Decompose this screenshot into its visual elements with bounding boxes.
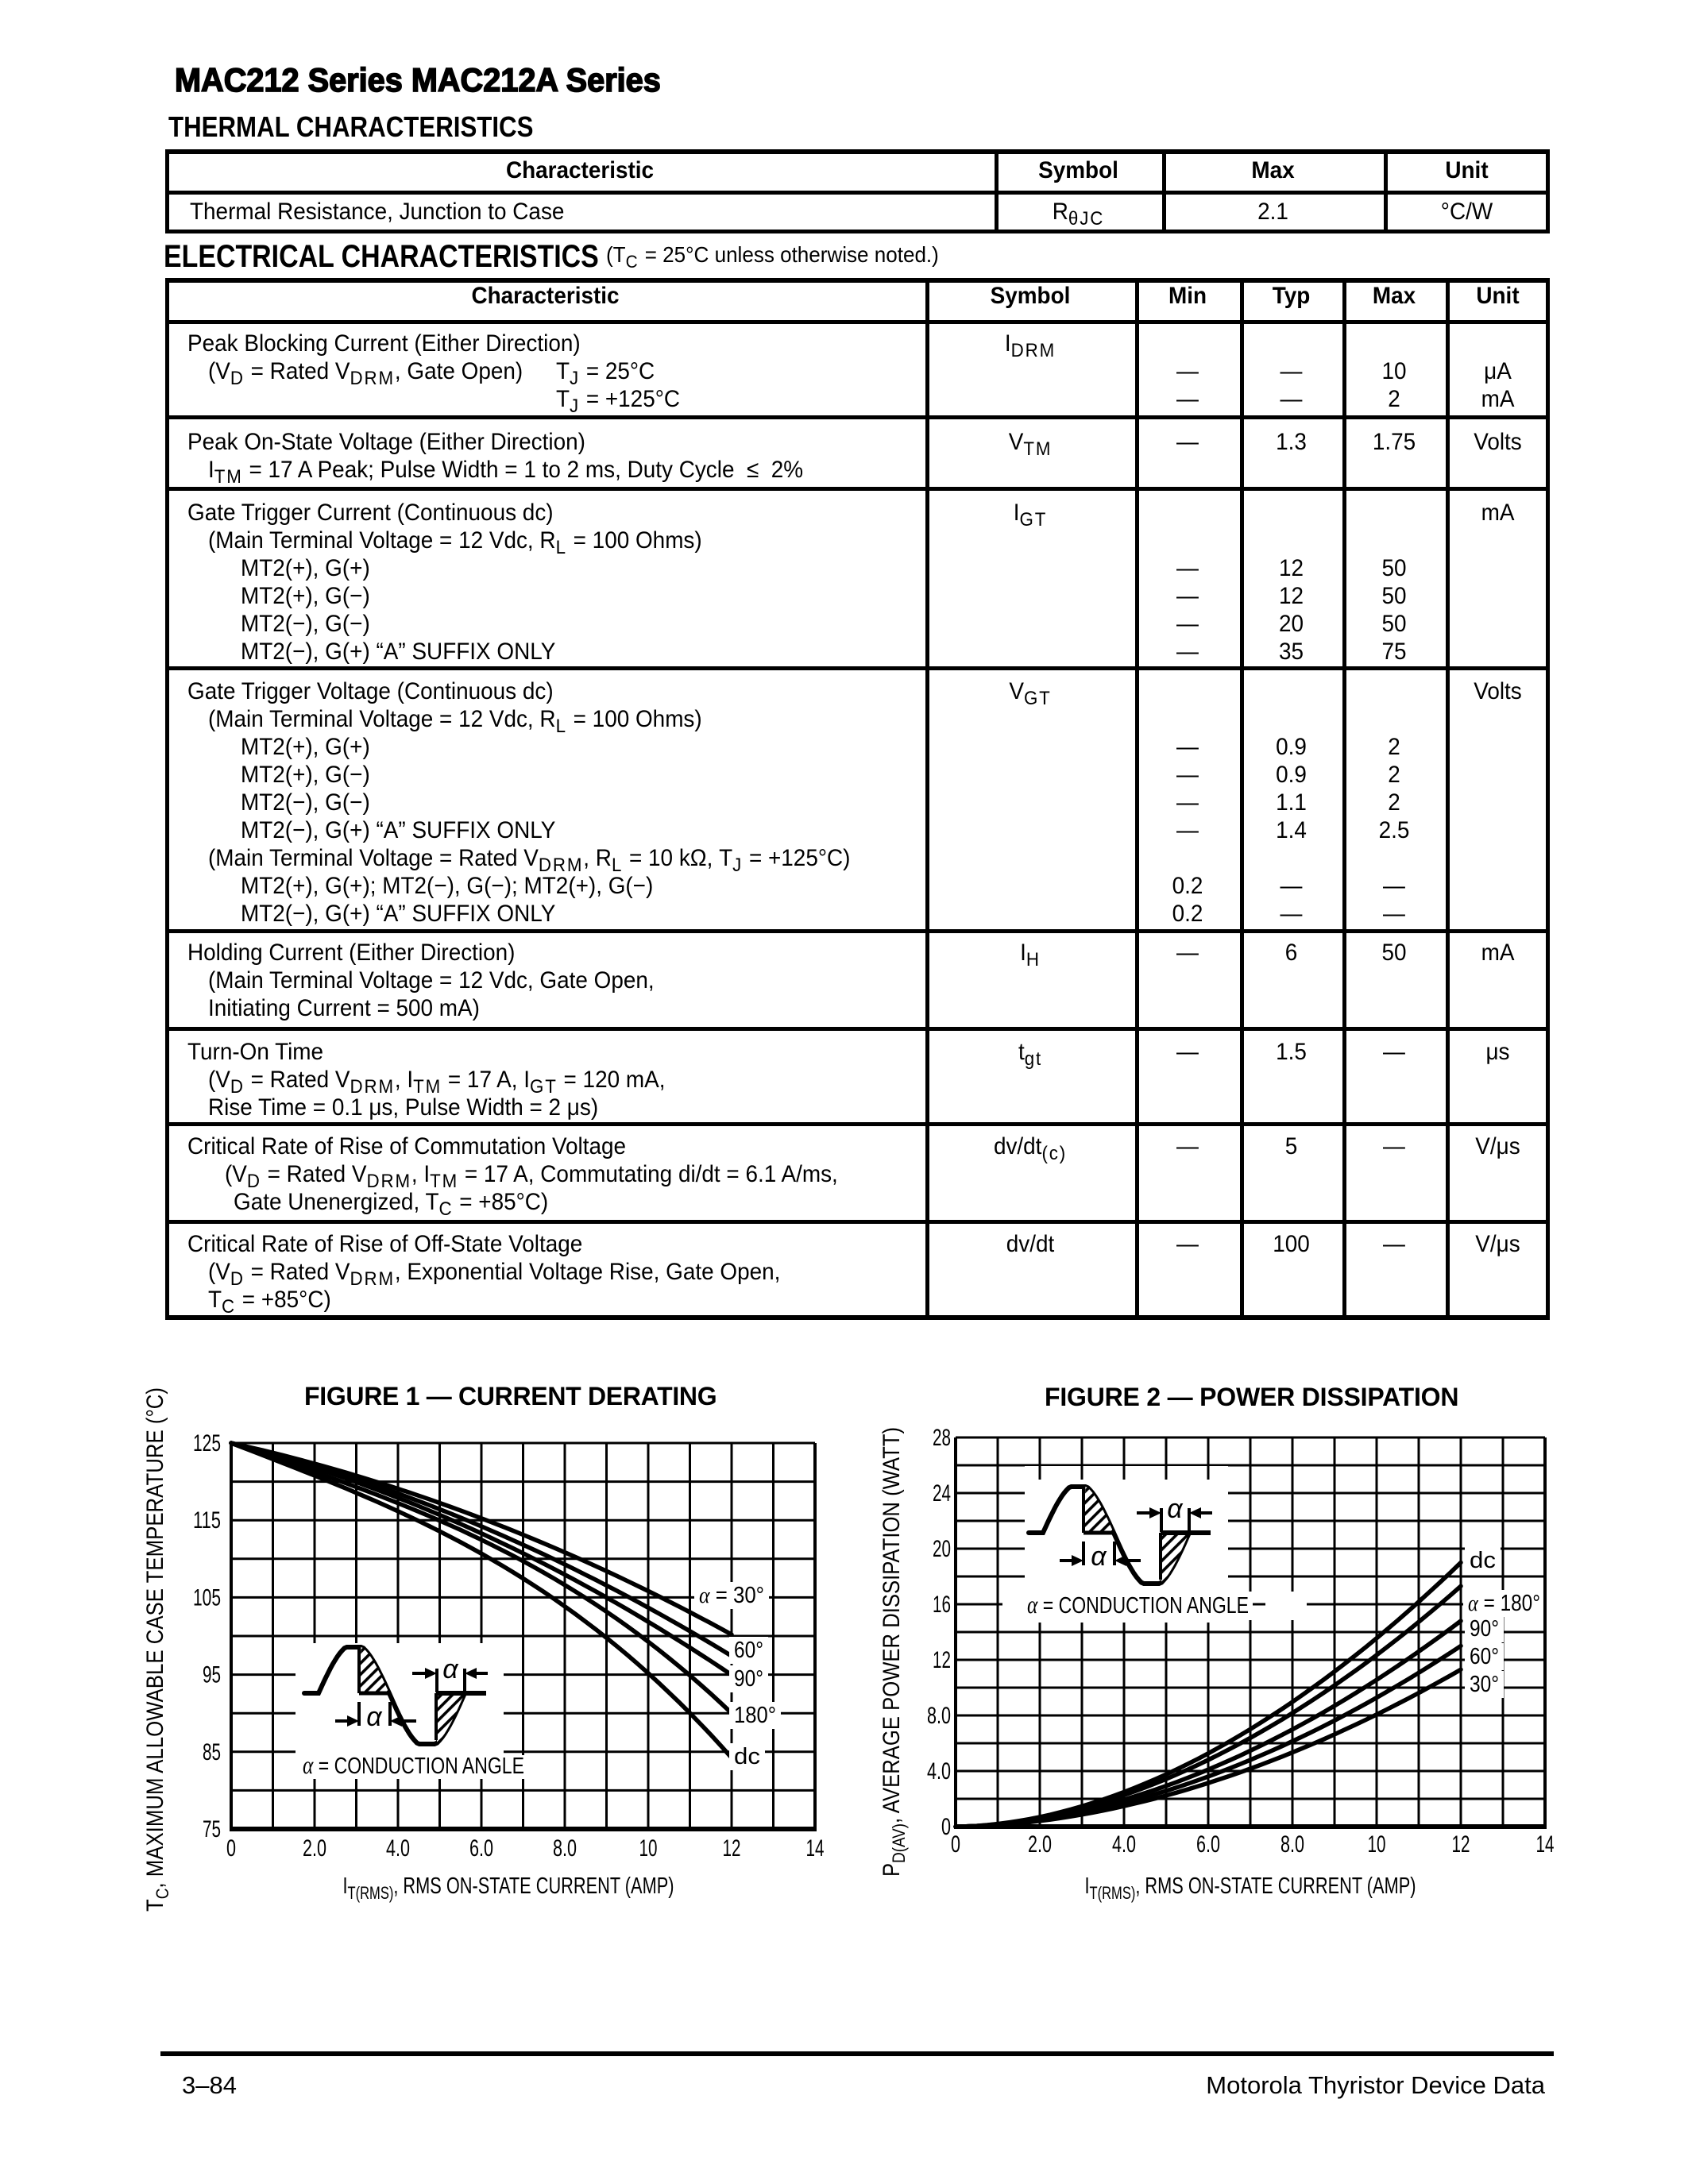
svg-text:6.0: 6.0 xyxy=(469,1835,493,1862)
svg-text:30°: 30° xyxy=(1470,1672,1499,1697)
svg-text:8.0: 8.0 xyxy=(927,1703,951,1729)
svg-text:75: 75 xyxy=(203,1816,221,1843)
svg-text:α: α xyxy=(442,1654,459,1684)
svg-text:180°: 180° xyxy=(734,1703,776,1728)
svg-text:24: 24 xyxy=(933,1480,951,1507)
svg-text:16: 16 xyxy=(933,1592,951,1618)
svg-text:dc: dc xyxy=(1470,1548,1496,1573)
svg-text:TC, MAXIMUM ALLOWABLE CASE TEM: TC, MAXIMUM ALLOWABLE CASE TEMPERATURE (… xyxy=(142,1387,172,1912)
svg-text:12: 12 xyxy=(933,1647,951,1673)
svg-text:125: 125 xyxy=(193,1430,221,1457)
svg-text:4.0: 4.0 xyxy=(386,1835,410,1862)
svg-text:12: 12 xyxy=(1452,1831,1470,1858)
svg-text:8.0: 8.0 xyxy=(1280,1831,1304,1858)
svg-text:28: 28 xyxy=(933,1425,951,1451)
svg-text:dc: dc xyxy=(734,1744,760,1769)
svg-text:14: 14 xyxy=(806,1835,825,1862)
svg-text:60°: 60° xyxy=(734,1638,763,1663)
svg-text:4.0: 4.0 xyxy=(1112,1831,1136,1858)
svg-text:14: 14 xyxy=(1536,1831,1555,1858)
svg-text:20: 20 xyxy=(933,1536,951,1562)
svg-text:0: 0 xyxy=(951,1831,960,1858)
svg-text:α = CONDUCTION ANGLE: α = CONDUCTION ANGLE xyxy=(303,1750,524,1779)
svg-text:105: 105 xyxy=(193,1584,221,1611)
svg-text:PD(AV), AVERAGE POWER DISSIPAT: PD(AV), AVERAGE POWER DISSIPATION (WATT) xyxy=(879,1427,909,1877)
svg-text:90°: 90° xyxy=(734,1666,763,1692)
svg-text:12: 12 xyxy=(723,1835,741,1862)
svg-text:IT(RMS), RMS ON-STATE CURRENT: IT(RMS), RMS ON-STATE CURRENT (AMP) xyxy=(343,1873,674,1903)
svg-text:60°: 60° xyxy=(1470,1644,1499,1669)
svg-text:0: 0 xyxy=(941,1814,951,1840)
svg-text:α = 180°: α = 180° xyxy=(1468,1591,1540,1616)
svg-text:0: 0 xyxy=(226,1835,236,1862)
svg-text:85: 85 xyxy=(203,1739,221,1765)
svg-text:2.0: 2.0 xyxy=(303,1835,326,1862)
svg-text:2.0: 2.0 xyxy=(1028,1831,1052,1858)
svg-text:95: 95 xyxy=(203,1662,221,1688)
svg-text:4.0: 4.0 xyxy=(927,1758,951,1785)
svg-text:6.0: 6.0 xyxy=(1196,1831,1220,1858)
svg-text:α = 30°: α = 30° xyxy=(699,1583,764,1608)
svg-text:8.0: 8.0 xyxy=(553,1835,577,1862)
svg-text:α: α xyxy=(366,1702,383,1732)
svg-text:115: 115 xyxy=(193,1507,221,1534)
svg-text:IT(RMS), RMS ON-STATE CURRENT: IT(RMS), RMS ON-STATE CURRENT (AMP) xyxy=(1085,1873,1416,1903)
svg-text:10: 10 xyxy=(1368,1831,1386,1858)
svg-text:90°: 90° xyxy=(1470,1616,1499,1642)
svg-text:10: 10 xyxy=(639,1835,658,1862)
